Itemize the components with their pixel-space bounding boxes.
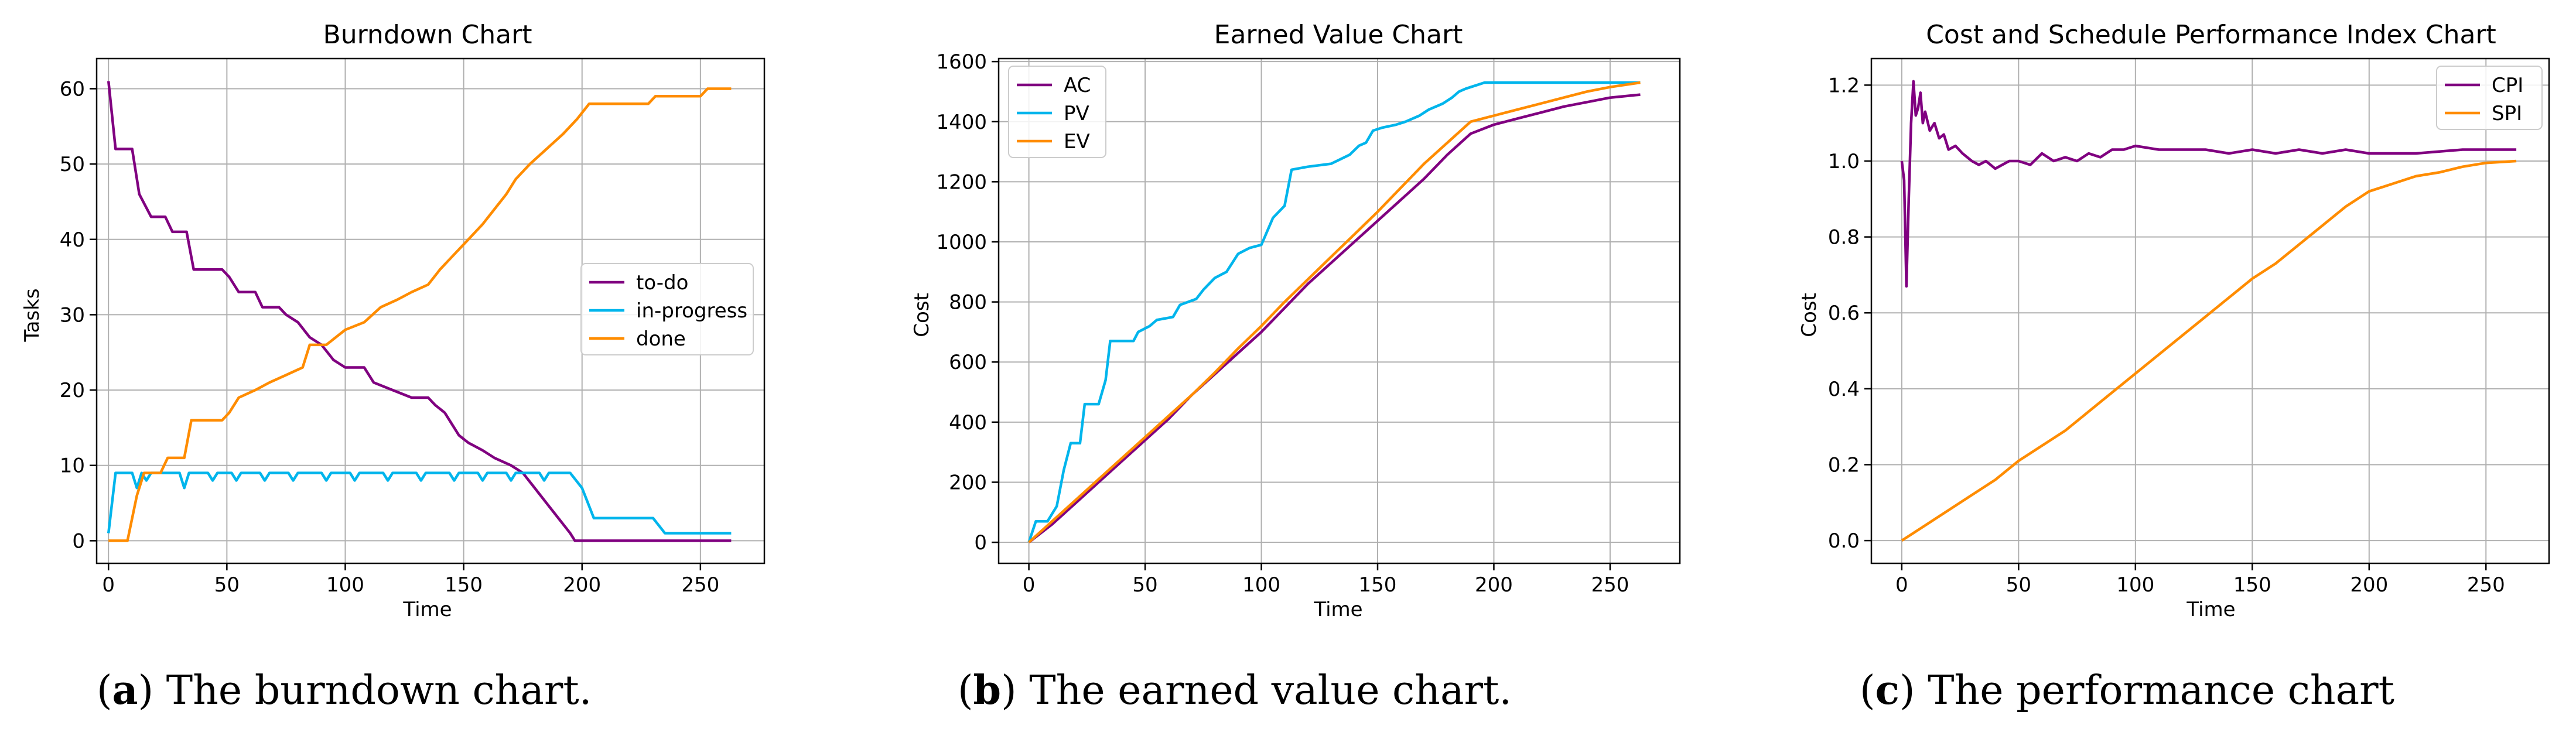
legend: to-do in-progress done: [580, 263, 754, 355]
x-tick-label: 150: [2233, 573, 2271, 597]
y-tick-label: 0: [974, 531, 987, 555]
legend-label: in-progress: [636, 299, 747, 323]
chart-title: Burndown Chart: [323, 20, 532, 50]
legend-label: done: [636, 327, 686, 351]
legend-box: [2436, 66, 2543, 130]
y-axis-label: Cost: [1798, 293, 1821, 337]
caption-text: The performance chart: [1915, 668, 2394, 714]
y-axis-label: Tasks: [21, 288, 44, 342]
y-tick-label: 1400: [936, 111, 987, 134]
x-tick-label: 250: [2467, 573, 2505, 597]
y-tick-label: 0.2: [1828, 453, 1860, 477]
legend: CPI SPI: [2436, 66, 2543, 130]
x-tick-label: 50: [2006, 573, 2031, 597]
x-tick-label: 200: [2350, 573, 2388, 597]
y-tick-label: 30: [60, 303, 85, 327]
y-tick-label: 400: [949, 411, 987, 435]
plot-frame: [95, 57, 766, 565]
series-line-AC: [1028, 93, 1641, 543]
y-tick-label: 1.2: [1828, 74, 1860, 97]
chart-title: Cost and Schedule Performance Index Char…: [1926, 20, 2496, 50]
x-tick-label: 200: [563, 573, 601, 597]
x-tick-label: 0: [1895, 573, 1908, 597]
plot-frame: [997, 57, 1681, 565]
x-tick-label: 200: [1475, 573, 1513, 597]
y-tick-label: 50: [60, 153, 85, 176]
y-tick-label: 20: [60, 379, 85, 402]
series-line-done: [108, 87, 732, 542]
legend-label: to-do: [636, 271, 688, 295]
caption-letter: b: [973, 667, 1002, 714]
x-tick-label: 0: [1023, 573, 1036, 597]
y-tick-label: 0.0: [1828, 529, 1860, 553]
x-tick-label: 150: [445, 573, 483, 597]
caption-c: (c) The performance chart: [1860, 667, 2394, 714]
y-tick-label: 0: [72, 529, 85, 553]
y-tick-label: 1000: [936, 231, 987, 254]
plot-frame: [1870, 57, 2550, 565]
y-axis-label: Cost: [910, 293, 934, 337]
x-axis-label: Time: [2186, 598, 2235, 621]
y-tick-label: 0.4: [1828, 378, 1860, 401]
series-line-in-progress: [107, 471, 732, 535]
x-tick-label: 100: [326, 573, 364, 597]
legend-label: AC: [1064, 74, 1091, 97]
x-tick-label: 0: [102, 573, 115, 597]
series-line-PV: [1027, 81, 1641, 543]
y-tick-label: 1.0: [1828, 150, 1860, 173]
x-tick-label: 150: [1359, 573, 1397, 597]
legend-label: PV: [1064, 102, 1089, 125]
legend-box: [580, 263, 754, 355]
y-tick-label: 60: [60, 77, 85, 101]
x-tick-label: 50: [214, 573, 240, 597]
series-line-to-do: [107, 81, 732, 542]
legend: AC PV EV: [1008, 66, 1106, 158]
panel-a: Burndown Chart 0 50 100 150 200 250 0 10 20 30 40 5…: [21, 20, 766, 621]
y-tick-label: 1600: [936, 50, 987, 74]
legend-label: EV: [1064, 130, 1090, 153]
caption-text: The earned value chart.: [1017, 668, 1512, 714]
series-line-EV: [1028, 81, 1641, 543]
x-axis-label: Time: [1313, 598, 1362, 621]
x-axis-label: Time: [402, 598, 452, 621]
caption-letter: c: [1875, 667, 1899, 714]
legend-box: [1008, 66, 1106, 158]
y-tick-label: 600: [949, 351, 987, 374]
caption-a: (a) The burndown chart.: [97, 667, 592, 714]
y-tick-label: 0.8: [1828, 226, 1860, 249]
x-tick-label: 100: [2116, 573, 2154, 597]
legend-label: CPI: [2492, 74, 2523, 97]
panel-b: Earned Value Chart 0 50 100 150 200 250 0 200 40…: [910, 20, 1681, 621]
x-tick-label: 250: [1591, 573, 1629, 597]
caption-letter: a: [112, 667, 138, 714]
y-tick-label: 1200: [936, 170, 987, 194]
legend-label: SPI: [2492, 102, 2522, 125]
chart-title: Earned Value Chart: [1214, 20, 1463, 50]
caption-text: The burndown chart.: [153, 668, 592, 714]
x-tick-label: 100: [1242, 573, 1280, 597]
y-tick-label: 0.6: [1828, 302, 1860, 325]
x-tick-label: 50: [1132, 573, 1157, 597]
y-tick-label: 800: [949, 291, 987, 314]
x-tick-label: 250: [681, 573, 719, 597]
y-tick-label: 200: [949, 471, 987, 494]
y-tick-label: 10: [60, 454, 85, 478]
caption-b: (b) The earned value chart.: [958, 667, 1512, 714]
series-line-SPI: [1901, 159, 2517, 542]
y-tick-label: 40: [60, 228, 85, 252]
series-line-CPI: [1900, 80, 2517, 288]
panel-c: Cost and Schedule Performance Index Char…: [1798, 20, 2550, 621]
